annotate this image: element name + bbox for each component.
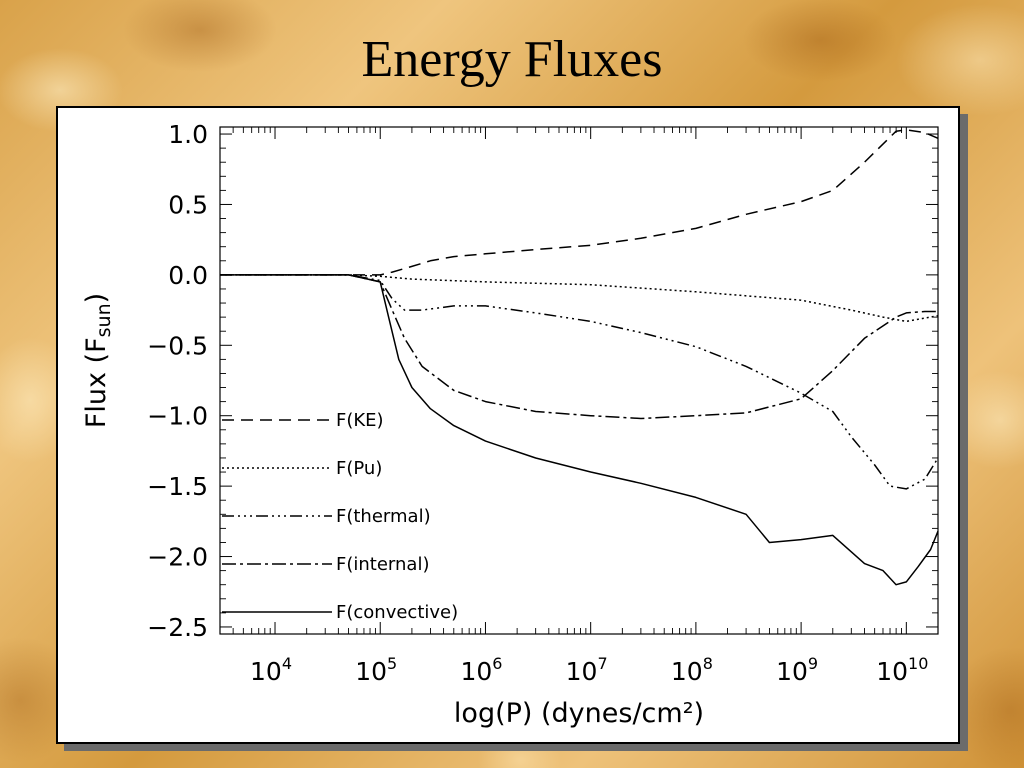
y-axis-label-sub: sun [93, 303, 115, 337]
series-line-f-convective [220, 274, 939, 586]
x-tick-label: 108 [671, 654, 713, 686]
y-tick-label: 0.0 [168, 261, 208, 290]
y-tick-label: −0.5 [147, 331, 208, 360]
flux-chart: 1.0 0.5 0.0 −0.5 −1.0 −1.5 −2.0 −2.5 104 105 106 10… [81, 120, 939, 729]
y-tick-label: −2.5 [147, 613, 208, 642]
x-tick-label: 1010 [876, 654, 928, 686]
x-axis-label: log(P) (dynes/cm²) [454, 698, 704, 729]
y-tick-label: −1.0 [147, 402, 208, 431]
y-tick-label: 0.5 [168, 190, 208, 219]
y-axis-label-close: ) [81, 293, 112, 304]
series-line-f-ke [220, 129, 939, 276]
y-tick-label: −2.0 [147, 543, 208, 572]
plot-frame [219, 126, 939, 635]
series-lines [220, 129, 939, 586]
legend-label-f-thermal: F(thermal) [336, 506, 431, 527]
y-tick-label: 1.0 [168, 120, 208, 149]
x-tick-label: 106 [460, 654, 502, 686]
y-axis-label: Flux (Fsun) [81, 293, 115, 428]
legend-label-f-ke: F(KE) [336, 410, 384, 431]
legend-label-f-convective: F(convective) [336, 602, 458, 623]
slide-title: Energy Fluxes [361, 31, 663, 88]
legend-label-f-pu: F(Pu) [336, 458, 382, 479]
series-line-f-internal [220, 274, 938, 420]
series-line-f-pu [220, 274, 939, 323]
legend: F(KE) F(Pu) F(thermal) F(internal) F(convect… [222, 410, 458, 623]
y-tick-label: −1.5 [147, 472, 208, 501]
plot-axes [219, 126, 939, 635]
chart-panel: 1.0 0.5 0.0 −0.5 −1.0 −1.5 −2.0 −2.5 104 105 106 10… [56, 106, 960, 744]
x-tick-label: 104 [250, 654, 292, 686]
y-axis-label-main: Flux (F [81, 337, 112, 428]
x-tick-label: 109 [776, 654, 818, 686]
legend-label-f-internal: F(internal) [336, 554, 429, 575]
axis-ticks: 1.0 0.5 0.0 −0.5 −1.0 −1.5 −2.0 −2.5 104 105 106 10… [147, 120, 939, 686]
x-tick-label: 105 [355, 654, 397, 686]
x-tick-label: 107 [566, 654, 608, 686]
series-line-f-thermal [220, 274, 939, 490]
